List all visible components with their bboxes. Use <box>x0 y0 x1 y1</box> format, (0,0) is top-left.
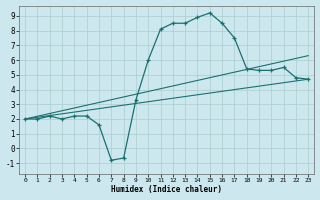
X-axis label: Humidex (Indice chaleur): Humidex (Indice chaleur) <box>111 185 222 194</box>
